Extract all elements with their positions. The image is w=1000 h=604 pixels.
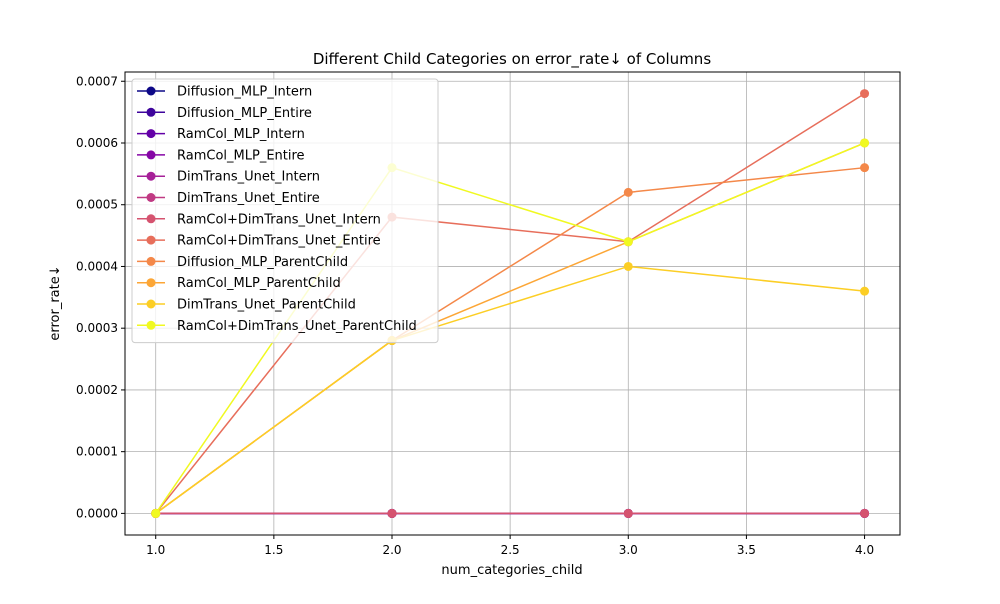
legend-entry: RamCol+DimTrans_Unet_Intern <box>137 212 381 227</box>
y-tick-label: 0.0001 <box>76 445 118 459</box>
legend-marker <box>146 129 156 139</box>
legend-label: DimTrans_Unet_ParentChild <box>177 298 356 313</box>
data-point <box>151 508 161 518</box>
legend-marker <box>146 256 156 266</box>
legend-entry: RamCol+DimTrans_Unet_ParentChild <box>137 319 417 334</box>
legend-entry: RamCol_MLP_Intern <box>137 127 305 142</box>
y-tick-label: 0.0004 <box>76 259 118 273</box>
y-tick-label: 0.0002 <box>76 383 118 397</box>
legend-entry: Diffusion_MLP_ParentChild <box>137 255 348 270</box>
legend-box <box>131 78 439 344</box>
legend-marker <box>146 235 156 245</box>
data-point <box>860 89 870 99</box>
x-tick-label: 3.5 <box>737 543 756 557</box>
legend-label: RamCol+DimTrans_Unet_Intern <box>177 212 381 227</box>
legend-marker <box>146 278 156 288</box>
x-tick-label: 4.0 <box>855 543 874 557</box>
x-tick-label: 2.5 <box>501 543 520 557</box>
legend-label: Diffusion_MLP_ParentChild <box>177 255 348 270</box>
plot-area-frame <box>124 71 901 536</box>
legend-label: DimTrans_Unet_Intern <box>177 170 320 185</box>
series-lines <box>151 89 870 518</box>
legend-entry: Diffusion_MLP_Intern <box>137 85 312 100</box>
axis-ticks: 1.0 1.5 2.0 2.5 3.0 3.5 4.0 0.0000 0.0001 0.0002 0… <box>76 74 874 557</box>
y-tick-label: 0.0005 <box>76 198 118 212</box>
data-point <box>860 163 870 173</box>
legend-label: RamCol_MLP_ParentChild <box>177 276 341 291</box>
legend-label: RamCol_MLP_Intern <box>177 127 305 142</box>
legend-entry: RamCol_MLP_ParentChild <box>137 276 341 291</box>
legend-label: RamCol+DimTrans_Unet_ParentChild <box>177 319 417 334</box>
series-line <box>155 92 865 514</box>
data-point <box>623 261 633 271</box>
data-point <box>623 187 633 197</box>
data-point <box>860 508 870 518</box>
legend-marker <box>146 171 156 181</box>
y-tick-label: 0.0007 <box>76 74 118 88</box>
legend-label: RamCol+DimTrans_Unet_Entire <box>177 234 381 249</box>
data-point <box>623 237 633 247</box>
legend-marker <box>146 107 156 117</box>
legend-entry: RamCol+DimTrans_Unet_Entire <box>137 234 381 249</box>
legend-entry: DimTrans_Unet_Entire <box>137 191 320 206</box>
data-point <box>623 508 633 518</box>
legend-entry: RamCol_MLP_Entire <box>137 148 305 163</box>
y-tick-label: 0.0003 <box>76 321 118 335</box>
y-tick-label: 0.0006 <box>76 136 118 150</box>
data-point <box>860 138 870 148</box>
legend-marker <box>146 214 156 224</box>
chart-title: Different Child Categories on error_rate… <box>313 50 711 69</box>
legend-marker <box>146 299 156 309</box>
legend-marker <box>146 150 156 160</box>
legend-marker <box>146 86 156 96</box>
x-tick-label: 3.0 <box>619 543 638 557</box>
legend-label: RamCol_MLP_Entire <box>177 148 305 163</box>
y-axis-label: error_rate↓ <box>48 265 63 340</box>
legend-label: DimTrans_Unet_Entire <box>177 191 320 206</box>
x-tick-label: 1.0 <box>146 543 165 557</box>
x-axis-label: num_categories_child <box>441 563 582 578</box>
legend-label: Diffusion_MLP_Intern <box>177 85 312 100</box>
legend-marker <box>146 320 156 330</box>
x-tick-label: 1.5 <box>264 543 283 557</box>
legend-entry: DimTrans_Unet_Intern <box>137 170 320 185</box>
data-point <box>860 286 870 296</box>
legend-entry: DimTrans_Unet_ParentChild <box>137 298 356 313</box>
x-tick-label: 2.0 <box>382 543 401 557</box>
legend-label: Diffusion_MLP_Entire <box>177 106 312 121</box>
legend-entry: Diffusion_MLP_Entire <box>137 106 312 121</box>
legend-marker <box>146 193 156 202</box>
y-tick-label: 0.0000 <box>76 506 118 520</box>
series-line <box>155 265 865 514</box>
legend: Diffusion_MLP_Intern Diffusion_MLP_Entire… <box>131 78 439 344</box>
data-point <box>387 508 397 518</box>
